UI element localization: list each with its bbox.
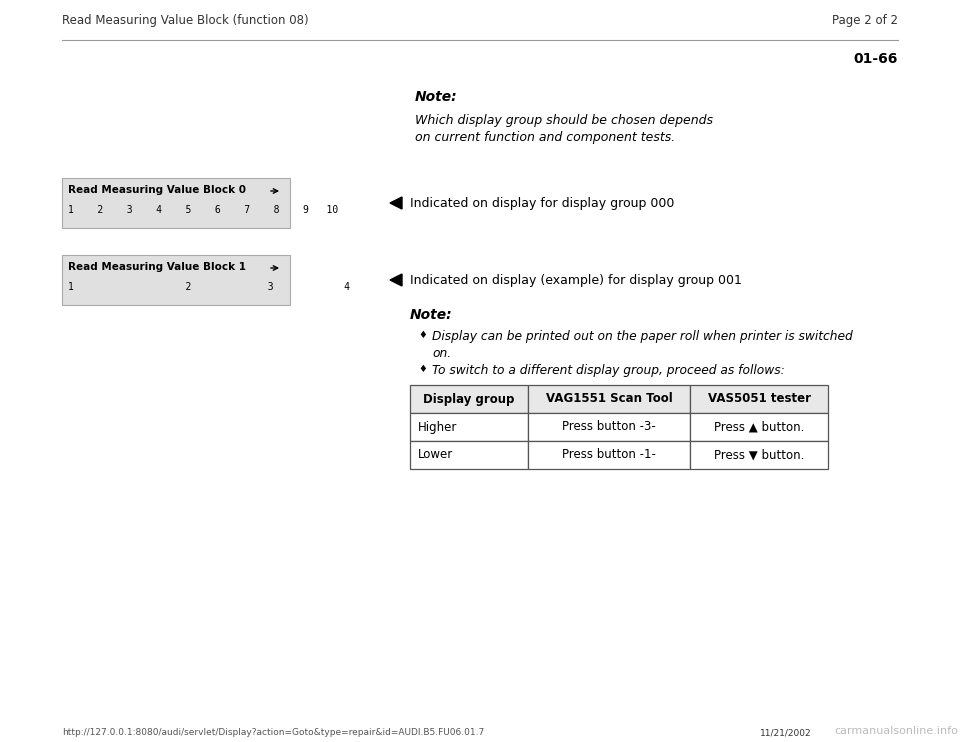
Text: ♦: ♦ (418, 364, 427, 374)
Text: 1                   2             3            4: 1 2 3 4 (68, 282, 350, 292)
Bar (62, 255, 290, 305)
Bar (410, 385, 528, 413)
Text: Note:: Note: (415, 90, 458, 104)
Bar (528, 441, 690, 469)
Text: carmanualsonline.info: carmanualsonline.info (834, 726, 958, 736)
Text: Display can be printed out on the paper roll when printer is switched: Display can be printed out on the paper … (432, 330, 852, 343)
Bar (690, 385, 828, 413)
Bar (62, 178, 290, 228)
Text: Press ▲ button.: Press ▲ button. (714, 421, 804, 433)
Bar (528, 385, 690, 413)
Text: Which display group should be chosen depends: Which display group should be chosen dep… (415, 114, 713, 127)
Bar (528, 413, 690, 441)
Text: Read Measuring Value Block (function 08): Read Measuring Value Block (function 08) (62, 14, 308, 27)
Bar (410, 413, 528, 441)
Text: 1    2    3    4    5    6    7    8    9   10: 1 2 3 4 5 6 7 8 9 10 (68, 205, 338, 215)
Bar (410, 441, 528, 469)
Text: VAS5051 tester: VAS5051 tester (708, 393, 810, 405)
Text: Indicated on display for display group 000: Indicated on display for display group 0… (410, 197, 674, 210)
Text: VAG1551 Scan Tool: VAG1551 Scan Tool (545, 393, 672, 405)
Polygon shape (390, 274, 402, 286)
Text: Read Measuring Value Block 0: Read Measuring Value Block 0 (68, 185, 246, 195)
Text: Press ▼ button.: Press ▼ button. (714, 448, 804, 462)
Polygon shape (390, 197, 402, 209)
Text: 01-66: 01-66 (853, 52, 898, 66)
Text: Press button -3-: Press button -3- (563, 421, 656, 433)
Text: on.: on. (432, 347, 451, 360)
Text: ♦: ♦ (418, 330, 427, 340)
Text: Read Measuring Value Block 1: Read Measuring Value Block 1 (68, 262, 246, 272)
Bar (690, 413, 828, 441)
Text: Page 2 of 2: Page 2 of 2 (832, 14, 898, 27)
Text: http://127.0.0.1:8080/audi/servlet/Display?action=Goto&type=repair&id=AUDI.B5.FU: http://127.0.0.1:8080/audi/servlet/Displ… (62, 728, 484, 737)
Text: on current function and component tests.: on current function and component tests. (415, 131, 675, 144)
Bar (690, 441, 828, 469)
Text: Press button -1-: Press button -1- (562, 448, 656, 462)
Text: Display group: Display group (423, 393, 515, 405)
Text: Higher: Higher (418, 421, 457, 433)
Text: Indicated on display (example) for display group 001: Indicated on display (example) for displ… (410, 274, 742, 287)
Text: Note:: Note: (410, 308, 452, 322)
Text: Lower: Lower (418, 448, 453, 462)
Text: 11/21/2002: 11/21/2002 (760, 728, 811, 737)
Text: To switch to a different display group, proceed as follows:: To switch to a different display group, … (432, 364, 784, 377)
